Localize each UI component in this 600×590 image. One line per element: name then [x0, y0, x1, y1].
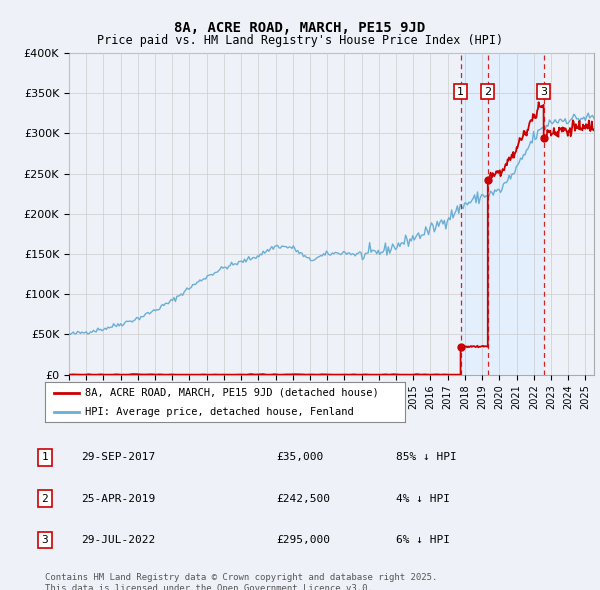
Text: 4% ↓ HPI: 4% ↓ HPI: [396, 494, 450, 503]
Text: 2: 2: [484, 87, 491, 97]
Text: Price paid vs. HM Land Registry's House Price Index (HPI): Price paid vs. HM Land Registry's House …: [97, 34, 503, 47]
Text: 1: 1: [41, 453, 49, 462]
Text: 8A, ACRE ROAD, MARCH, PE15 9JD: 8A, ACRE ROAD, MARCH, PE15 9JD: [175, 21, 425, 35]
Text: 25-APR-2019: 25-APR-2019: [81, 494, 155, 503]
Text: 1: 1: [457, 87, 464, 97]
Text: 8A, ACRE ROAD, MARCH, PE15 9JD (detached house): 8A, ACRE ROAD, MARCH, PE15 9JD (detached…: [85, 388, 379, 398]
Text: 3: 3: [540, 87, 547, 97]
Text: Contains HM Land Registry data © Crown copyright and database right 2025.
This d: Contains HM Land Registry data © Crown c…: [45, 573, 437, 590]
Text: £295,000: £295,000: [276, 535, 330, 545]
Text: 2: 2: [41, 494, 49, 503]
Text: HPI: Average price, detached house, Fenland: HPI: Average price, detached house, Fenl…: [85, 407, 353, 417]
Text: 29-SEP-2017: 29-SEP-2017: [81, 453, 155, 462]
Text: £35,000: £35,000: [276, 453, 323, 462]
Text: 3: 3: [41, 535, 49, 545]
Text: 29-JUL-2022: 29-JUL-2022: [81, 535, 155, 545]
Text: 85% ↓ HPI: 85% ↓ HPI: [396, 453, 457, 462]
Text: 6% ↓ HPI: 6% ↓ HPI: [396, 535, 450, 545]
Text: £242,500: £242,500: [276, 494, 330, 503]
Bar: [461, 53, 544, 375]
